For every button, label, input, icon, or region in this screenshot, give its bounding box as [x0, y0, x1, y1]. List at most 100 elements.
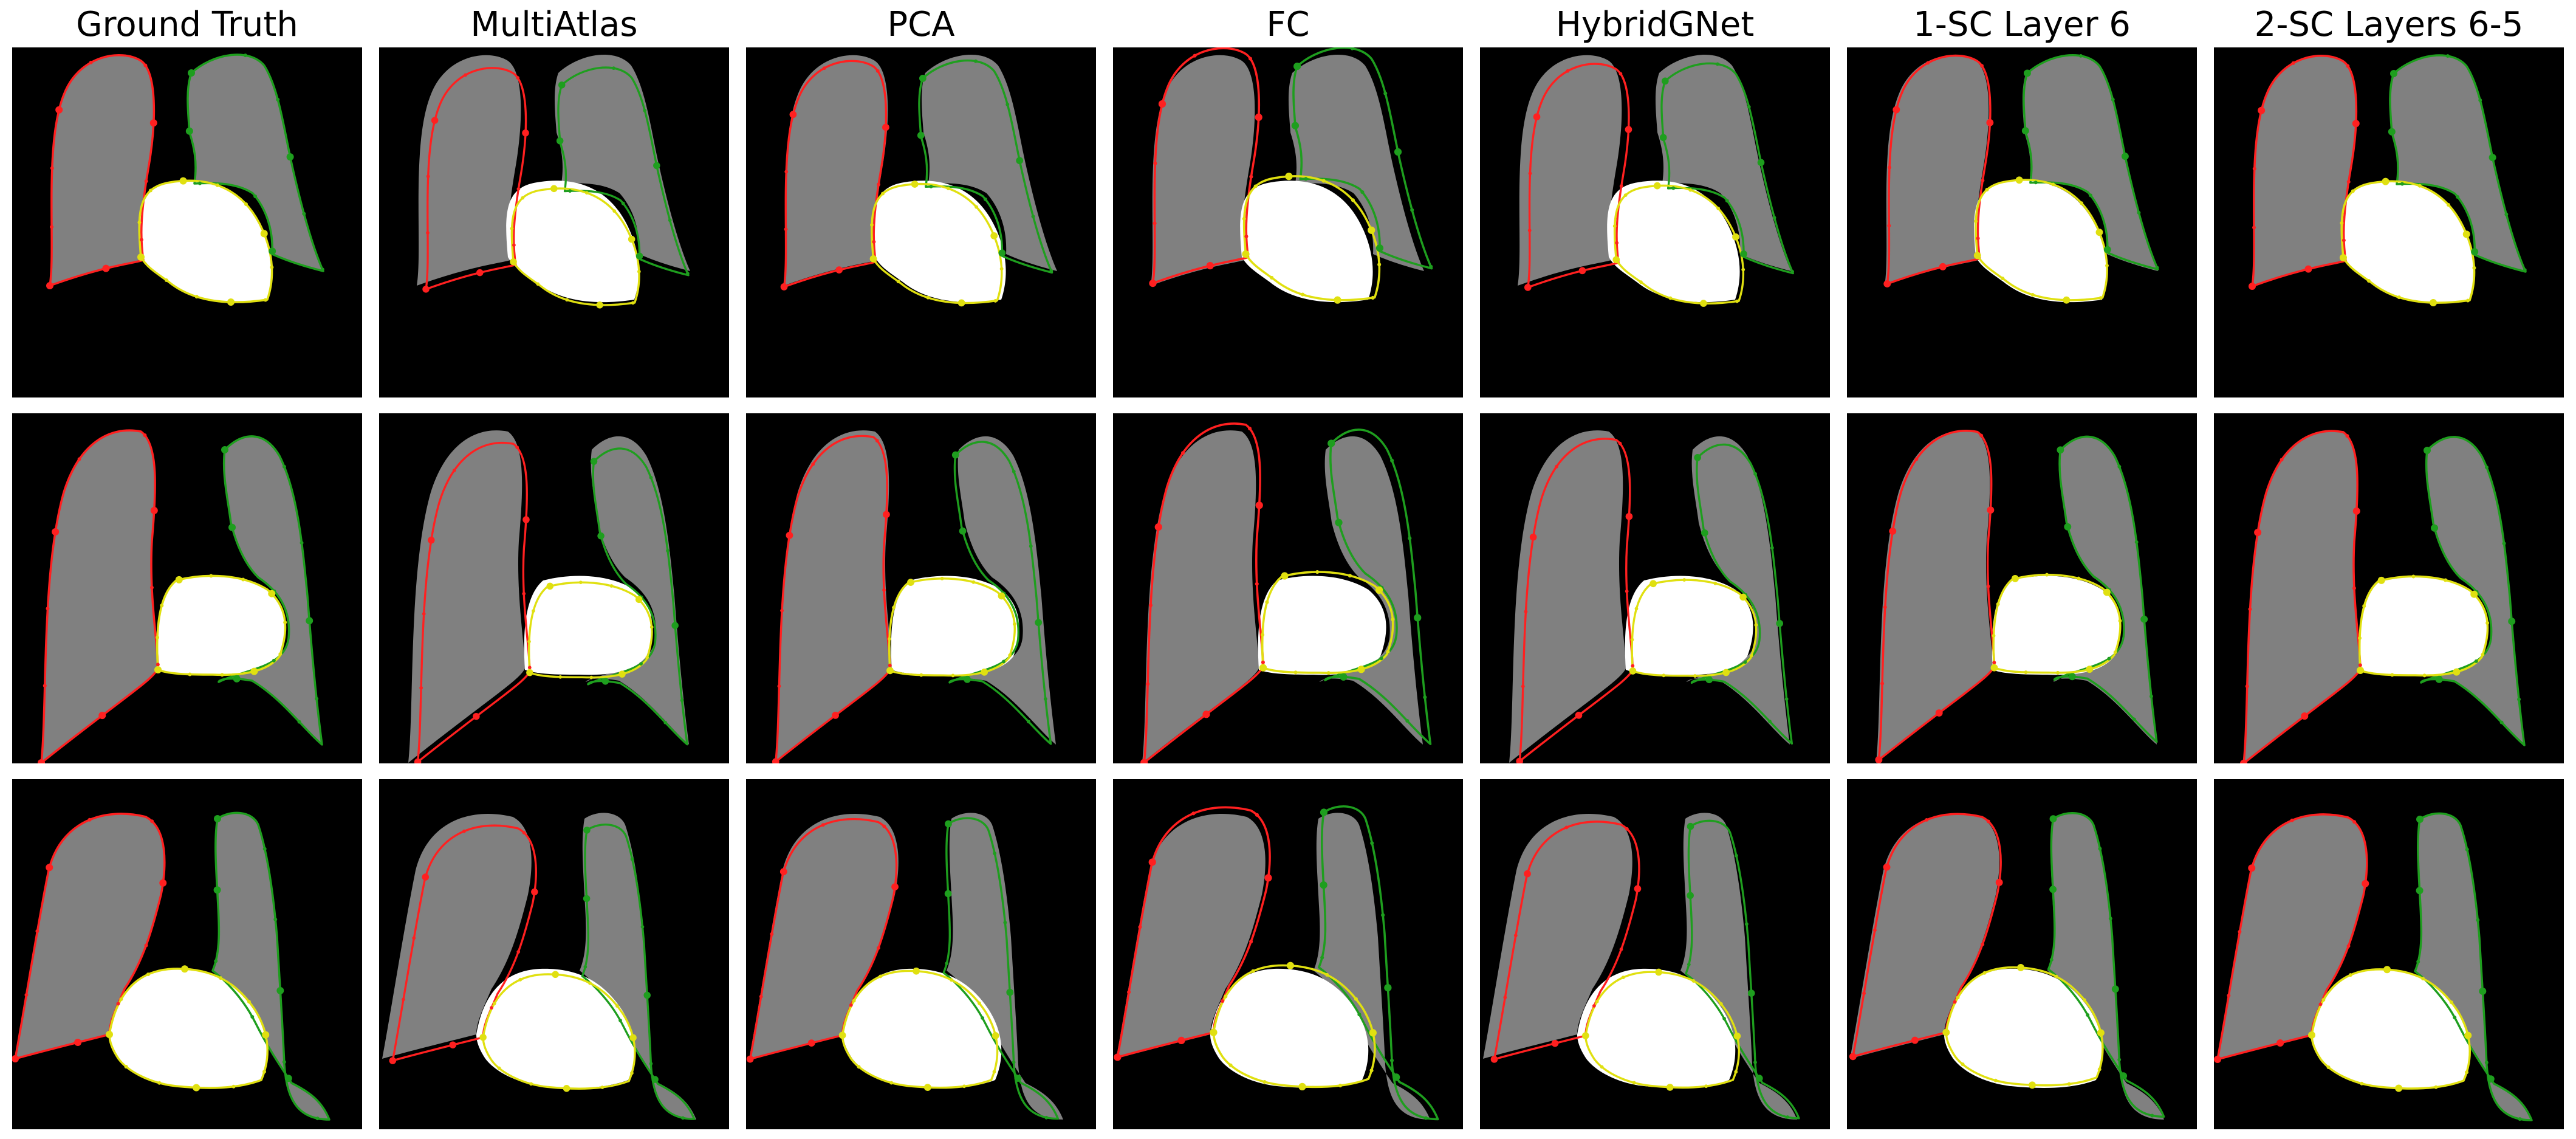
- landmark-point: [1154, 523, 1162, 531]
- landmark-point: [283, 620, 287, 624]
- landmark-point: [175, 576, 183, 583]
- landmark-point: [516, 76, 519, 80]
- landmark-point: [1995, 878, 2003, 886]
- landmark-point: [917, 131, 925, 139]
- landmark-point: [139, 238, 143, 242]
- landmark-point: [1612, 256, 1620, 264]
- landmark-point: [2033, 181, 2038, 185]
- landmark-point: [1790, 270, 1795, 274]
- landmark-point: [98, 712, 106, 720]
- landmark-point: [2346, 64, 2350, 68]
- landmark-point: [1659, 134, 1667, 142]
- landmark-point: [522, 591, 526, 596]
- landmark-point: [1632, 1081, 1636, 1085]
- landmark-point: [1732, 233, 1739, 241]
- predicted-contours: [422, 66, 690, 309]
- heart-contour: [528, 581, 653, 679]
- left-lung-contour: [2420, 436, 2526, 746]
- landmark-point: [2086, 1013, 2090, 1017]
- landmark-point: [550, 185, 558, 193]
- landmark-point: [1893, 106, 1900, 114]
- xray-mask: [417, 55, 690, 309]
- column-title-4: HybridGNet: [1555, 5, 1755, 44]
- landmark-point: [185, 127, 193, 135]
- landmark-point: [510, 227, 514, 230]
- landmark-point: [1625, 512, 1633, 520]
- landmark-point: [770, 932, 774, 936]
- landmark-point: [2362, 879, 2369, 887]
- landmark-point: [273, 917, 278, 921]
- landmark-point: [2390, 673, 2394, 677]
- landmark-point: [1772, 216, 1776, 220]
- xray-mask: [382, 813, 696, 1120]
- landmark-point: [2340, 254, 2347, 261]
- landmark-point: [2080, 201, 2084, 205]
- landmark-point: [2252, 225, 2256, 230]
- landmark-point: [2352, 120, 2360, 128]
- landmark-point: [262, 1070, 267, 1074]
- landmark-point: [2479, 987, 2487, 995]
- landmark-point: [137, 253, 145, 261]
- landmark-point: [1985, 188, 1989, 192]
- landmark-point: [518, 977, 522, 982]
- landmark-point: [889, 1081, 894, 1085]
- landmark-point: [2424, 447, 2431, 454]
- landmark-point: [1631, 664, 1635, 668]
- landmark-point: [2245, 684, 2249, 689]
- landmark-point: [1293, 62, 1301, 71]
- landmark-point: [546, 582, 554, 590]
- landmark-point: [1351, 198, 1355, 202]
- landmark-point: [2449, 1000, 2453, 1005]
- landmark-point: [221, 446, 228, 453]
- landmark-point: [2471, 248, 2479, 256]
- landmark-point: [1320, 808, 1328, 816]
- landmark-point: [2001, 277, 2005, 281]
- landmark-point: [2462, 230, 2470, 238]
- landmark-point: [531, 888, 538, 896]
- landmark-point: [2132, 717, 2136, 721]
- landmark-point: [1221, 999, 1225, 1003]
- landmark-point: [1615, 241, 1619, 245]
- predicted-contours: [2240, 430, 2526, 763]
- segmentation-panel-r2-c1: [379, 779, 729, 1129]
- heart-contour: [1631, 579, 1758, 677]
- landmark-point: [671, 622, 679, 629]
- segmentation-panel-r0-c1: [379, 47, 729, 397]
- right-lung-mask: [1142, 430, 1259, 763]
- landmark-point: [2098, 847, 2102, 851]
- landmark-point: [2474, 659, 2478, 663]
- landmark-point: [2056, 670, 2060, 675]
- landmark-point: [645, 655, 649, 659]
- landmark-point: [877, 182, 880, 187]
- landmark-point: [653, 162, 660, 170]
- landmark-point: [2155, 266, 2159, 270]
- heart-mask: [2341, 181, 2474, 303]
- landmark-point: [630, 1071, 634, 1075]
- landmark-point: [883, 511, 890, 518]
- landmark-point: [1260, 633, 1265, 637]
- landmark-point: [1503, 996, 1507, 999]
- landmark-point: [1551, 1039, 1559, 1047]
- landmark-point: [2318, 1002, 2323, 1007]
- landmark-point: [568, 189, 572, 193]
- landmark-point: [629, 1034, 637, 1042]
- landmark-point: [272, 658, 276, 662]
- landmark-point: [1662, 673, 1666, 678]
- landmark-point: [2434, 1085, 2438, 1089]
- landmark-point: [1990, 664, 1998, 672]
- landmark-point: [116, 1002, 120, 1006]
- xray-mask: [12, 811, 331, 1121]
- landmark-point: [2411, 574, 2416, 579]
- landmark-point: [1148, 858, 1156, 866]
- landmark-point: [143, 63, 148, 67]
- landmark-point: [1533, 113, 1541, 121]
- landmark-point: [879, 974, 883, 979]
- landmark-point: [2077, 576, 2081, 580]
- landmark-point: [522, 129, 529, 137]
- left-lung-contour: [557, 66, 690, 277]
- landmark-point: [529, 1082, 533, 1086]
- landmark-point: [746, 1055, 754, 1063]
- landmark-point: [1687, 892, 1694, 900]
- predicted-contours: [1883, 53, 2159, 304]
- landmark-point: [286, 153, 294, 161]
